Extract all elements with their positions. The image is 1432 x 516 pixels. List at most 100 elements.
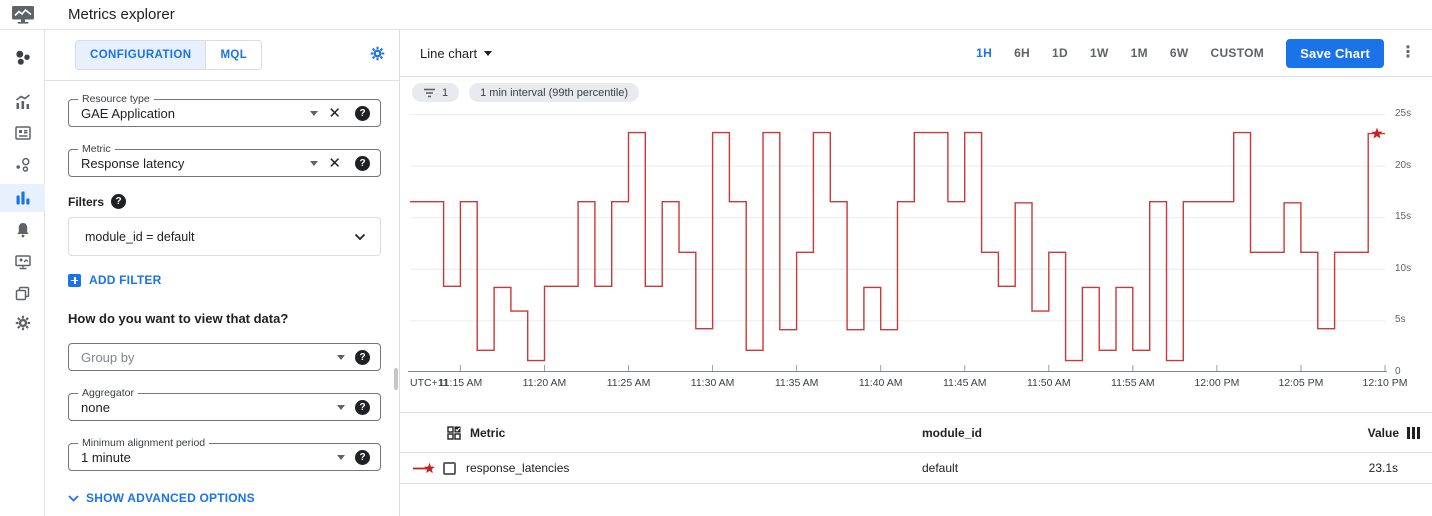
plus-icon (68, 273, 81, 287)
y-axis-labels: 25s 20s 15s 10s 5s 0 (1395, 108, 1432, 377)
monitoring-logo[interactable] (0, 4, 45, 25)
filter-icon (424, 88, 435, 97)
metrics-explorer-icon[interactable] (0, 184, 45, 212)
resource-type-field[interactable]: Resource type GAE Application ✕ ? (68, 93, 381, 127)
help-icon[interactable]: ? (355, 449, 370, 465)
monitoring-overview-icon[interactable] (0, 44, 45, 72)
view-data-question: How do you want to view that data? (68, 311, 289, 326)
chart-type-dropdown[interactable]: Line chart (420, 46, 493, 61)
timezone-label: UTC+11 (410, 377, 449, 389)
legend-table-header: Metric module_id Value (400, 413, 1432, 453)
y-tick-label: 0 (1395, 366, 1401, 377)
filters-label: Filters (68, 194, 105, 209)
time-range-1m[interactable]: 1M (1130, 46, 1148, 60)
help-icon[interactable]: ? (111, 194, 127, 209)
show-advanced-options-button[interactable]: SHOW ADVANCED OPTIONS (68, 491, 255, 505)
alerting-bell-icon[interactable] (0, 216, 45, 244)
x-tick-label: 11:20 AM (522, 377, 567, 389)
help-icon[interactable]: ? (355, 155, 370, 171)
time-range-6h[interactable]: 6H (1014, 46, 1031, 60)
panel-settings-gear-icon[interactable] (369, 45, 386, 67)
aggregator-field[interactable]: Aggregator none ? (68, 387, 381, 421)
show-advanced-options-label: SHOW ADVANCED OPTIONS (86, 491, 255, 505)
filter-count-chip[interactable]: 1 (412, 83, 460, 102)
row-checkbox[interactable] (443, 461, 456, 475)
settings-gear-icon[interactable] (0, 309, 45, 337)
services-icon[interactable] (0, 151, 45, 179)
dashboards-icon[interactable] (0, 119, 45, 147)
panel-tabs: CONFIGURATION MQL (75, 40, 263, 70)
x-tick-label: 11:15 AM (438, 377, 483, 389)
tab-configuration[interactable]: CONFIGURATION (76, 41, 206, 69)
x-ticks (459, 365, 1386, 371)
chart-svg (408, 114, 1387, 372)
clear-icon[interactable]: ✕ (328, 154, 341, 172)
x-tick-label: 11:35 AM (774, 377, 819, 389)
more-options-icon[interactable]: ⋮ (1400, 44, 1416, 61)
x-tick-label: 12:05 PM (1278, 377, 1324, 389)
min-alignment-field[interactable]: Minimum alignment period 1 minute ? (68, 437, 381, 471)
chart-chips: 1 1 min interval (99th percentile) (412, 83, 640, 102)
aggregator-value: none (81, 399, 110, 415)
clear-icon[interactable]: ✕ (328, 104, 341, 122)
panel-divider (45, 80, 399, 81)
time-range-custom[interactable]: CUSTOM (1210, 46, 1265, 60)
x-tick-label: 11:50 AM (1026, 377, 1071, 389)
dropdown-caret-icon[interactable] (310, 110, 319, 116)
page-title: Metrics explorer (68, 6, 175, 23)
chart-toolbar: Line chart 1H 6H 1D 1W 1M 6W CUSTOM Save Chart… (400, 30, 1432, 77)
group-by-placeholder: Group by (81, 349, 135, 365)
select-all-icon[interactable] (447, 425, 461, 440)
help-icon[interactable]: ? (355, 349, 370, 365)
save-chart-button[interactable]: Save Chart (1286, 38, 1384, 68)
time-range-1d[interactable]: 1D (1052, 46, 1068, 60)
help-icon[interactable]: ? (355, 399, 370, 415)
dropdown-caret-icon[interactable] (310, 160, 319, 166)
time-range-group: 1H 6H 1D 1W 1M 6W CUSTOM (976, 46, 1264, 60)
help-icon[interactable]: ? (355, 105, 370, 121)
tab-mql[interactable]: MQL (205, 41, 262, 69)
groups-icon[interactable] (0, 279, 45, 307)
add-filter-button[interactable]: ADD FILTER (68, 273, 161, 287)
add-filter-label: ADD FILTER (89, 273, 162, 287)
x-tick-label: 11:45 AM (942, 377, 987, 389)
time-range-1h[interactable]: 1H (976, 46, 993, 60)
latest-value: 23.1s (1368, 461, 1398, 475)
aggregator-label: Aggregator (78, 387, 138, 399)
filters-header: Filters ? (68, 194, 127, 209)
min-alignment-label: Minimum alignment period (78, 437, 210, 449)
group-by-field[interactable]: Group by ? (68, 343, 381, 371)
main-area: Line chart 1H 6H 1D 1W 1M 6W CUSTOM Save Chart… (400, 30, 1432, 516)
uptime-monitor-icon[interactable] (0, 248, 45, 276)
y-tick-label: 10s (1395, 262, 1412, 274)
metric-column-header: Metric (470, 425, 506, 440)
series-legend-icon (413, 462, 435, 473)
dropdown-caret-icon[interactable] (337, 354, 345, 360)
dropdown-caret-icon[interactable] (337, 454, 345, 460)
dropdown-caret-icon[interactable] (337, 404, 345, 410)
chart-line-path (410, 131, 1385, 362)
legend-table: Metric module_id Value (400, 412, 1432, 484)
legend-table-row[interactable]: response_latencies default 23.1s (400, 453, 1432, 484)
module-id-value: default (922, 461, 959, 475)
panel-scrollbar[interactable] (394, 368, 398, 390)
filter-chip-module-id[interactable]: module_id = default (68, 217, 381, 256)
x-tick-label: 11:40 AM (858, 377, 903, 389)
metric-value: Response latency (81, 155, 185, 171)
chevron-down-icon (354, 233, 366, 240)
metric-field[interactable]: Metric Response latency ✕ ? (68, 143, 381, 177)
x-tick-label: 11:55 AM (1111, 377, 1155, 389)
x-axis-labels: UTC+11 11:15 AM 11:20 AM 11:25 AM 11:30 AM 1… (410, 377, 1407, 391)
time-range-1w[interactable]: 1W (1089, 46, 1109, 60)
metric-label: Metric (78, 143, 115, 155)
y-tick-label: 20s (1395, 159, 1412, 171)
x-tick-label: 12:00 PM (1194, 377, 1240, 389)
columns-icon[interactable] (1407, 426, 1420, 439)
metrics-chart-icon[interactable] (0, 88, 45, 116)
x-tick-label: 11:30 AM (690, 377, 735, 389)
chart-plot[interactable] (408, 114, 1387, 372)
interval-chip[interactable]: 1 min interval (99th percentile) (469, 83, 640, 102)
time-range-6w[interactable]: 6W (1169, 46, 1189, 60)
chart-section: 1 1 min interval (99th percentile) (400, 77, 1432, 412)
app-header: Metrics explorer (0, 0, 1432, 30)
